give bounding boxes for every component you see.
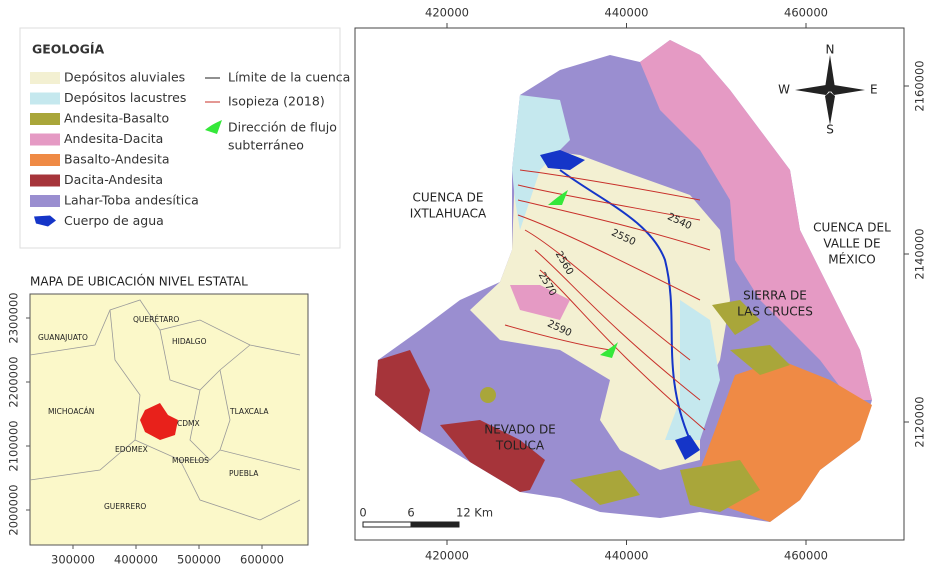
legend-label: Depósitos aluviales	[64, 70, 185, 85]
compass-label: N	[826, 43, 835, 57]
x-tick-label: 460000	[784, 549, 828, 563]
isopiezas	[504, 169, 711, 431]
legend-swatch	[30, 133, 60, 146]
state-borders	[29, 299, 301, 521]
andesita-basalto	[712, 300, 760, 335]
legend-title: GEOLOGÍA	[32, 42, 104, 57]
state-label: PUEBLA	[229, 469, 259, 478]
x-tick-label: 440000	[605, 549, 649, 563]
legend-label: Límite de la cuenca	[228, 70, 350, 85]
x-tick-label: 400000	[114, 553, 158, 567]
x-tick-label: 420000	[425, 549, 469, 563]
place-label: SIERRA DE	[743, 289, 807, 303]
cuerpo-de-agua	[540, 150, 585, 170]
y-tick-label: 2100000	[7, 420, 21, 471]
edomex-highlight	[140, 403, 178, 440]
legend-swatch	[30, 92, 60, 105]
place-label: NEVADO DE	[484, 423, 556, 437]
inset-title: MAPA DE UBICACIÓN NIVEL ESTATAL	[30, 274, 248, 289]
state-label: CDMX	[177, 419, 200, 428]
andesita-basalto	[480, 387, 496, 403]
legend-swatch	[34, 215, 56, 227]
depositos-aluviales	[470, 150, 730, 470]
x-tick-label: 440000	[605, 6, 649, 20]
cuerpo-de-agua	[675, 435, 700, 460]
legend-swatch	[30, 113, 60, 125]
state-label: GUERRERO	[104, 502, 146, 511]
scale-label: 12 Km	[456, 506, 493, 520]
legend-box	[19, 27, 341, 249]
x-tick-label: 600000	[240, 553, 284, 567]
dacita-andesita-west	[375, 350, 430, 432]
place-label: TOLUCA	[495, 439, 545, 453]
flow-arrow	[548, 190, 568, 205]
andesita-dacita	[640, 40, 872, 400]
x-tick-label: 420000	[425, 6, 469, 20]
y-tick-label: 2000000	[7, 484, 21, 535]
compass-label: S	[826, 123, 834, 137]
legend-swatch	[30, 174, 60, 187]
legend-label: Isopieza (2018)	[228, 94, 325, 109]
compass	[795, 55, 865, 125]
legend-label: Depósitos lacustres	[64, 90, 186, 105]
state-label: TLAXCALA	[229, 407, 269, 416]
place-label: CUENCA DEL	[813, 221, 891, 235]
place-label: VALLE DE	[823, 237, 880, 251]
river	[559, 169, 691, 441]
place-label: CUENCA DE	[413, 191, 484, 205]
state-label: HIDALGO	[172, 337, 207, 346]
legend-swatch	[30, 72, 60, 84]
andesita-basalto	[570, 470, 640, 505]
y-tick-label: 2160000	[913, 60, 927, 111]
y-tick-label: 2120000	[913, 396, 927, 447]
legend-swatch	[30, 195, 60, 207]
x-tick-label: 300000	[51, 553, 95, 567]
place-label: MÉXICO	[828, 252, 876, 267]
compass-label: E	[870, 83, 878, 97]
andesita-basalto	[680, 460, 760, 512]
andesita-dacita-patch	[510, 285, 570, 320]
legend-label: Dacita-Andesita	[64, 172, 163, 187]
scale-bar	[362, 521, 460, 528]
place-label: IXTLAHUACA	[410, 207, 487, 221]
legend-label: Cuerpo de agua	[64, 213, 164, 228]
y-tick-label: 2200000	[7, 356, 21, 407]
legend-label: Basalto-Andesita	[64, 152, 170, 167]
legend-arrow	[205, 120, 222, 134]
compass-label: W	[778, 83, 790, 97]
state-label: EDOMEX	[115, 445, 148, 454]
dacita-andesita-south	[440, 420, 545, 492]
flow-arrow	[600, 342, 618, 358]
legend-swatch	[30, 154, 60, 166]
state-label: QUERÉTARO	[133, 315, 179, 324]
andesita-basalto	[730, 345, 790, 375]
x-tick-label: 500000	[177, 553, 221, 567]
geology	[375, 40, 872, 522]
x-tick-label: 460000	[784, 6, 828, 20]
state-label: MORELOS	[172, 456, 209, 465]
depositos-lacustres-north	[512, 95, 570, 230]
legend-label: Lahar-Toba andesítica	[64, 193, 199, 208]
y-tick-label: 2300000	[7, 292, 21, 343]
y-tick-label: 2140000	[913, 228, 927, 279]
legend-label: Andesita-Basalto	[64, 111, 169, 126]
state-label: MICHOACÁN	[48, 407, 94, 416]
legend-label: Dirección de flujo	[228, 120, 337, 135]
scale-label: 0	[359, 506, 366, 520]
place-label: LAS CRUCES	[737, 305, 813, 319]
legend-label: subterráneo	[228, 138, 304, 153]
state-label: GUANAJUATO	[38, 333, 88, 342]
legend-label: Andesita-Dacita	[64, 131, 163, 146]
scale-label: 6	[407, 506, 414, 520]
